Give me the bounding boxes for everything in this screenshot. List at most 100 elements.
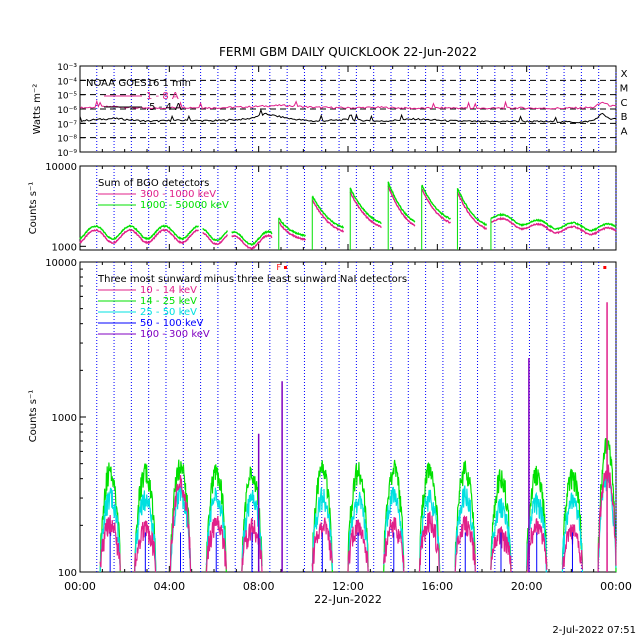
x-axis-ticks: 00:00 04:00 08:00 12:00 16:00 20:00 00:00 [64, 580, 632, 593]
figure-title: FERMI GBM DAILY QUICKLOOK 22-Jun-2022 [219, 45, 477, 59]
goes-y-ticks: 10⁻³ 10⁻⁴ 10⁻⁵ 10⁻⁶ 10⁻⁷ 10⁻⁸ 10⁻⁹ [57, 63, 85, 159]
nai-series-cyan [205, 487, 227, 566]
bgo-panel: Counts s⁻¹ 10000 1000 Sum of BGO detector… [28, 162, 617, 253]
nai-y-axis-label: Counts s⁻¹ [28, 390, 39, 443]
nai-series-green [134, 463, 157, 573]
nai-y-tick-label: 1000 [52, 413, 77, 424]
goes-series-short-band [79, 108, 617, 124]
bgo-series-pink [79, 228, 199, 245]
bgo-series-green [349, 187, 382, 225]
nai-series-cyan [561, 492, 584, 573]
x-axis-date-label: 22-Jun-2022 [314, 593, 382, 606]
goes-y-tick-label: 10⁻⁹ [57, 149, 77, 159]
x-tick-label: 12:00 [332, 580, 364, 593]
nai-legend-label-50-100: 50 - 100 keV [140, 318, 204, 329]
nai-panel: F Counts s⁻¹ 10000 1000 100 Three most sun… [28, 258, 617, 579]
nai-series-cyan [99, 487, 121, 573]
bgo-series-pink [312, 199, 345, 233]
nai-series-pink [454, 515, 476, 573]
nai-trigger-marker [283, 266, 287, 269]
bgo-series-pink [202, 231, 229, 246]
nai-trigger-marker [603, 266, 607, 269]
footer-timestamp: 2-Jul-2022 07:51 [552, 625, 636, 636]
goes-series-lines [79, 99, 617, 124]
bgo-series-green [231, 229, 273, 246]
goes-legend-label-05-4: .5 - 4 A [146, 102, 182, 113]
bgo-series-pink [349, 191, 382, 229]
nai-series-cyan [383, 486, 405, 573]
nai-gridlines [79, 262, 617, 572]
nai-legend-label-100-300: 100 - 300 keV [140, 329, 210, 340]
bgo-series-lines [79, 181, 617, 250]
nai-legend-title: Three most sunward minus three least sun… [97, 274, 407, 285]
bgo-series-green [387, 181, 416, 223]
bgo-legend-label-high: 1000 - 50000 keV [140, 200, 229, 211]
nai-series-cyan [490, 498, 512, 570]
nai-series-green [169, 459, 192, 573]
nai-legend-label-10-14: 10 - 14 keV [140, 285, 197, 296]
nai-series-pink [383, 517, 405, 573]
nai-y-tick-label: 100 [58, 568, 77, 579]
nai-series-pink [311, 517, 333, 573]
nai-series-green [454, 460, 476, 568]
bgo-series-green [312, 195, 345, 229]
bgo-legend: Sum of BGO detectors 300 - 1000 keV 1000… [98, 178, 229, 211]
nai-top-markers: F [276, 263, 607, 272]
bgo-series-pink [387, 185, 416, 227]
nai-series-cyan [454, 485, 476, 573]
bgo-legend-label-low: 300 - 1000 keV [140, 189, 216, 200]
goes-legend: NOAA GOES16 1 min 1 - 8 A .5 - 4 A [86, 78, 191, 113]
nai-series-cyan [134, 490, 157, 573]
goes-flare-class-label: A [621, 127, 628, 138]
bgo-series-green [421, 184, 451, 220]
goes-y-tick-label: 10⁻⁸ [57, 135, 77, 145]
bgo-series-green [79, 224, 200, 241]
bgo-gridlines [79, 166, 617, 250]
goes-flare-class-label: B [621, 112, 628, 123]
goes-panel: Watts m⁻² 10⁻³ 10⁻⁴ 10⁻⁵ 10⁻⁶ 10⁻⁷ 10⁻⁸ 10⁻⁹ X… [32, 63, 628, 159]
goes-series-long-band [79, 99, 617, 110]
goes-legend-label-1-8: 1 - 8 A [146, 91, 179, 102]
bgo-series-pink [231, 233, 273, 250]
nai-y-ticks: 10000 1000 100 [45, 258, 86, 579]
bgo-series-green [278, 217, 306, 237]
bgo-series-pink [278, 221, 306, 241]
x-tick-label: 00:00 [64, 580, 96, 593]
x-tick-label: 08:00 [243, 580, 275, 593]
nai-series-cyan [526, 491, 548, 573]
bgo-series-pink [421, 188, 451, 224]
bgo-y-tick-label: 10000 [45, 162, 77, 173]
nai-series-cyan [347, 491, 369, 573]
nai-series-cyan [418, 489, 441, 572]
nai-series-pink [347, 519, 369, 573]
nai-series-green [490, 469, 512, 573]
nai-series-pink [205, 515, 227, 573]
bgo-series-pink [490, 216, 617, 236]
bgo-y-axis-label: Counts s⁻¹ [28, 182, 39, 235]
nai-series-pink [134, 520, 157, 573]
nai-series-pink [169, 475, 192, 573]
bgo-series-green [456, 187, 488, 226]
goes-y-tick-label: 10⁻³ [57, 63, 77, 73]
nai-flare-marker-label: F [276, 263, 281, 272]
nai-series-green [526, 465, 548, 573]
nai-legend-label-14-25: 14 - 25 keV [140, 296, 197, 307]
x-tick-label: 00:00 [600, 580, 632, 593]
nai-series-pink [99, 514, 121, 571]
nai-series-pink [526, 518, 548, 573]
goes-flare-class-label: X [621, 69, 628, 80]
x-tick-label: 04:00 [153, 580, 185, 593]
bgo-series-green [202, 227, 229, 242]
bgo-series-pink [456, 191, 488, 230]
nai-series-pink [418, 511, 441, 573]
nai-series-green [99, 462, 121, 573]
goes-y-tick-label: 10⁻⁵ [57, 92, 77, 102]
goes-y-tick-label: 10⁻⁷ [57, 120, 77, 130]
goes-legend-title: NOAA GOES16 1 min [86, 78, 191, 89]
goes-flare-class-label: M [620, 84, 629, 95]
bgo-y-tick-label: 1000 [52, 242, 77, 253]
nai-y-tick-label: 10000 [45, 258, 77, 269]
bgo-legend-title: Sum of BGO detectors [98, 178, 209, 189]
